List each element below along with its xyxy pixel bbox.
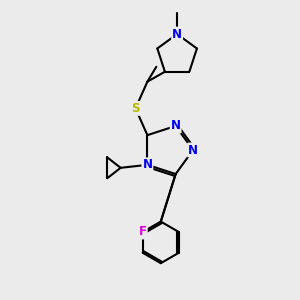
Text: F: F (139, 226, 147, 238)
Text: N: N (172, 28, 182, 40)
Text: N: N (142, 158, 152, 171)
Text: S: S (131, 102, 140, 115)
Text: N: N (188, 143, 198, 157)
Text: N: N (171, 119, 181, 133)
